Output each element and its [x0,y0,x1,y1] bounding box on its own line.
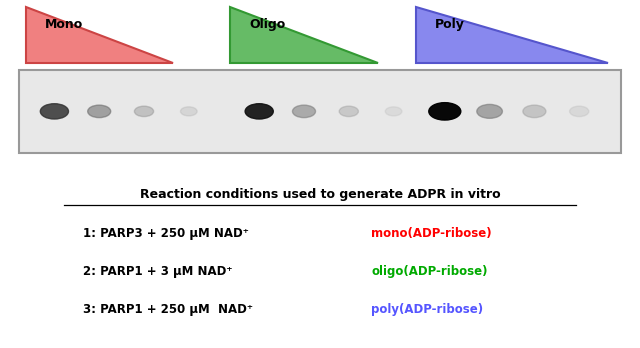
Circle shape [292,105,316,118]
Text: Oligo: Oligo [250,18,286,31]
Circle shape [385,107,402,116]
Circle shape [429,103,461,120]
Circle shape [523,105,546,118]
Text: 1: PARP3 + 250 μM NAD⁺: 1: PARP3 + 250 μM NAD⁺ [83,227,249,240]
Circle shape [88,105,111,118]
Text: 2: PARP1 + 3 μM NAD⁺: 2: PARP1 + 3 μM NAD⁺ [83,265,233,278]
Circle shape [570,106,589,117]
Circle shape [245,104,273,119]
Polygon shape [416,7,608,63]
Text: mono(ADP-ribose): mono(ADP-ribose) [371,227,492,240]
Circle shape [477,104,502,118]
Text: oligo(ADP-ribose): oligo(ADP-ribose) [371,265,488,278]
Bar [19,70,621,153]
Circle shape [339,106,358,117]
Circle shape [180,107,197,116]
Text: Mono: Mono [45,18,83,31]
Text: 3: PARP1 + 250 μM  NAD⁺: 3: PARP1 + 250 μM NAD⁺ [83,303,253,316]
Circle shape [40,104,68,119]
Circle shape [134,106,154,117]
Polygon shape [26,7,173,63]
Text: poly(ADP-ribose): poly(ADP-ribose) [371,303,483,316]
Text: Poly: Poly [435,18,465,31]
Text: Reaction conditions used to generate ADPR in vitro: Reaction conditions used to generate ADP… [140,188,500,201]
Polygon shape [230,7,378,63]
